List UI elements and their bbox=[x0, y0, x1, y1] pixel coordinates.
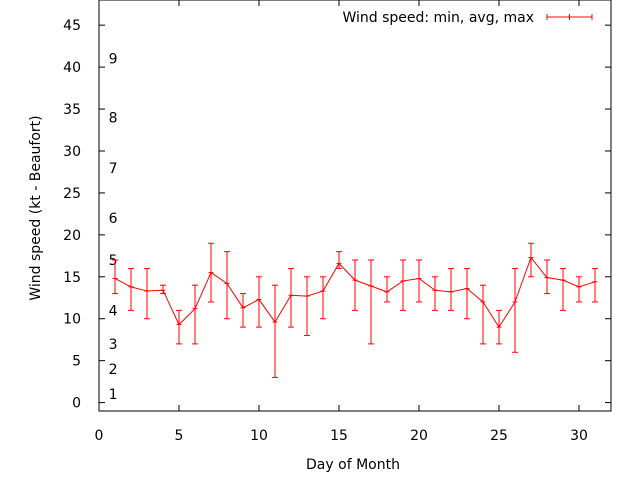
y-tick-label: 45 bbox=[63, 18, 81, 34]
beaufort-label: 4 bbox=[109, 303, 118, 319]
beaufort-label: 7 bbox=[109, 161, 118, 177]
beaufort-label: 5 bbox=[109, 253, 118, 269]
beaufort-label: 8 bbox=[109, 110, 118, 126]
y-tick-label: 25 bbox=[63, 186, 81, 202]
y-tick-label: 5 bbox=[72, 354, 81, 370]
legend: Wind speed: min, avg, max bbox=[342, 10, 593, 26]
y-tick-label: 10 bbox=[63, 312, 81, 328]
x-tick-label: 0 bbox=[95, 428, 104, 444]
y-tick-label: 35 bbox=[63, 102, 81, 118]
legend-label: Wind speed: min, avg, max bbox=[342, 10, 534, 26]
y-axis-label: Wind speed (kt - Beaufort) bbox=[28, 115, 44, 300]
y-tick-label: 0 bbox=[72, 396, 81, 412]
beaufort-label: 1 bbox=[109, 387, 118, 403]
beaufort-label: 6 bbox=[109, 211, 118, 227]
x-tick-label: 30 bbox=[570, 428, 588, 444]
x-tick-label: 5 bbox=[175, 428, 184, 444]
x-tick-label: 10 bbox=[250, 428, 268, 444]
x-tick-label: 15 bbox=[330, 428, 348, 444]
x-axis-ticks: 0 5 10 15 20 25 30 bbox=[95, 0, 588, 444]
plot-area-frame bbox=[98, 0, 612, 412]
series-wind-speed bbox=[112, 242, 598, 378]
beaufort-label: 2 bbox=[109, 362, 118, 378]
beaufort-scale-labels: 1 2 3 4 5 6 7 8 9 bbox=[109, 52, 118, 404]
y-tick-label: 40 bbox=[63, 60, 81, 76]
y-tick-label: 30 bbox=[63, 144, 81, 160]
y-tick-label: 20 bbox=[63, 228, 81, 244]
x-tick-label: 25 bbox=[490, 428, 508, 444]
y-tick-label: 15 bbox=[63, 270, 81, 286]
beaufort-label: 9 bbox=[109, 52, 118, 68]
beaufort-label: 3 bbox=[109, 337, 118, 353]
x-axis-label: Day of Month bbox=[306, 457, 400, 473]
x-tick-label: 20 bbox=[410, 428, 428, 444]
